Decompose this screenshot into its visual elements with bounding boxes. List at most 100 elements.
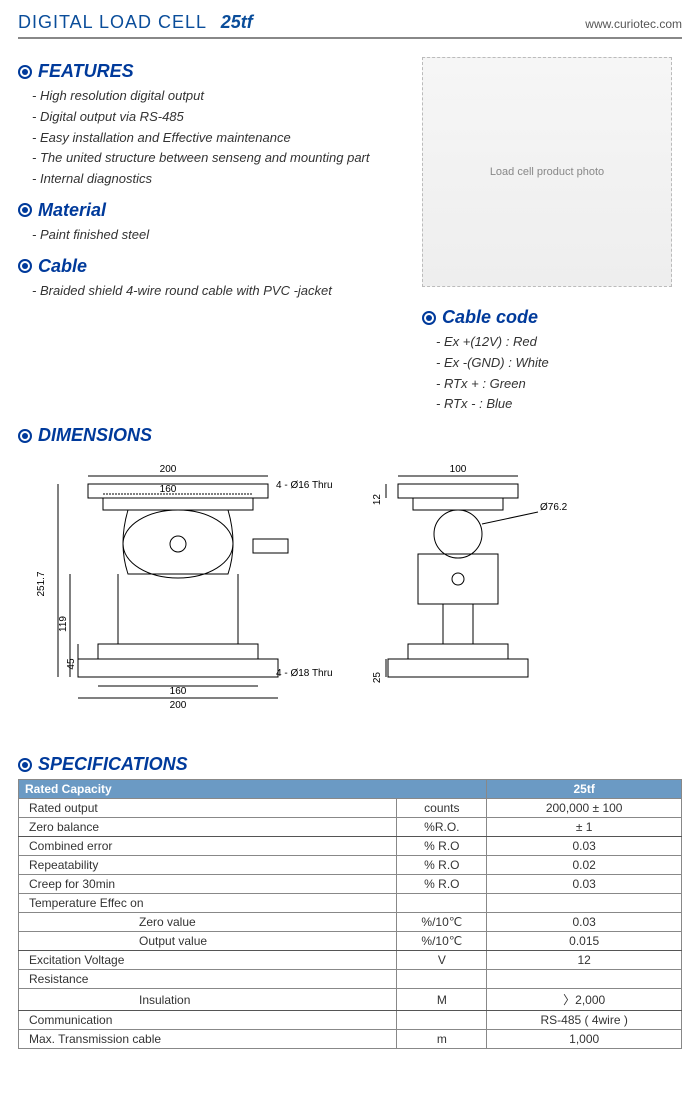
- cable-list: Braided shield 4-wire round cable with P…: [18, 281, 422, 302]
- svg-text:119: 119: [58, 616, 69, 632]
- bullet-icon: [18, 65, 32, 79]
- spec-label: Insulation: [19, 989, 397, 1011]
- spec-row: Zero balance%R.O.± 1: [19, 818, 682, 837]
- svg-text:100: 100: [450, 464, 467, 475]
- spec-label: Creep for 30min: [19, 875, 397, 894]
- spec-row: Repeatability% R.O0.02: [19, 856, 682, 875]
- spec-header-capacity: Rated Capacity: [19, 780, 487, 799]
- features-list: High resolution digital output Digital o…: [18, 86, 422, 190]
- section-heading-dimensions: DIMENSIONS: [18, 425, 682, 446]
- section-heading-cable: Cable: [18, 256, 422, 277]
- svg-text:200: 200: [170, 700, 187, 711]
- material-item: Paint finished steel: [32, 225, 422, 246]
- spec-label: Rated output: [19, 799, 397, 818]
- page-title: DIGITAL LOAD CELL: [18, 12, 207, 32]
- spec-value: ± 1: [487, 818, 682, 837]
- bullet-icon: [422, 311, 436, 325]
- feature-item: Digital output via RS-485: [32, 107, 422, 128]
- spec-value: RS-485 ( 4wire ): [487, 1011, 682, 1030]
- spec-label: Communication: [19, 1011, 397, 1030]
- cable-item: Braided shield 4-wire round cable with P…: [32, 281, 422, 302]
- spec-unit: m: [397, 1030, 487, 1049]
- spec-unit: %/10℃: [397, 913, 487, 932]
- spec-row: Creep for 30min% R.O0.03: [19, 875, 682, 894]
- specifications-table: Rated Capacity 25tf Rated outputcounts20…: [18, 779, 682, 1049]
- section-heading-material: Material: [18, 200, 422, 221]
- spec-unit: M: [397, 989, 487, 1011]
- material-list: Paint finished steel: [18, 225, 422, 246]
- spec-row: Zero value%/10℃0.03: [19, 913, 682, 932]
- spec-unit: [397, 894, 487, 913]
- spec-value: 0.03: [487, 837, 682, 856]
- spec-row: Excitation VoltageV12: [19, 951, 682, 970]
- bullet-icon: [18, 429, 32, 443]
- spec-value: 1,000: [487, 1030, 682, 1049]
- spec-unit: V: [397, 951, 487, 970]
- spec-label: Output value: [19, 932, 397, 951]
- spec-value: 〉2,000: [487, 989, 682, 1011]
- header-divider: [18, 37, 682, 39]
- cable-code-item: Ex -(GND) : White: [436, 353, 682, 374]
- spec-unit: [397, 1011, 487, 1030]
- section-heading-cable-code: Cable code: [422, 307, 682, 328]
- spec-row: Max. Transmission cablem1,000: [19, 1030, 682, 1049]
- feature-item: High resolution digital output: [32, 86, 422, 107]
- spec-value: 12: [487, 951, 682, 970]
- bullet-icon: [18, 203, 32, 217]
- spec-value: 200,000 ± 100: [487, 799, 682, 818]
- spec-label: Resistance: [19, 970, 397, 989]
- spec-value: [487, 970, 682, 989]
- spec-label: Zero value: [19, 913, 397, 932]
- cable-heading-text: Cable: [38, 256, 87, 277]
- cable-code-list: Ex +(12V) : Red Ex -(GND) : White RTx + …: [422, 332, 682, 415]
- material-heading-text: Material: [38, 200, 106, 221]
- svg-text:Ø76.2: Ø76.2: [540, 502, 568, 513]
- dimensions-drawing: 200 160 4 - Ø16 Thru 251.7 119 45 160 20…: [18, 454, 658, 734]
- cable-code-item: RTx + : Green: [436, 374, 682, 395]
- bullet-icon: [18, 259, 32, 273]
- spec-unit: % R.O: [397, 856, 487, 875]
- spec-row: Output value%/10℃0.015: [19, 932, 682, 951]
- svg-text:25: 25: [372, 672, 383, 684]
- product-image-alt: Load cell product photo: [490, 166, 604, 178]
- svg-text:4 - Ø16 Thru: 4 - Ø16 Thru: [276, 480, 333, 491]
- spec-label: Max. Transmission cable: [19, 1030, 397, 1049]
- spec-value: 0.03: [487, 875, 682, 894]
- section-heading-specifications: SPECIFICATIONS: [18, 754, 682, 775]
- spec-row: Resistance: [19, 970, 682, 989]
- feature-item: The united structure between senseng and…: [32, 148, 422, 169]
- spec-label: Temperature Effec on: [19, 894, 397, 913]
- site-url: www.curiotec.com: [585, 17, 682, 31]
- spec-value: 0.03: [487, 913, 682, 932]
- cable-code-heading-text: Cable code: [442, 307, 538, 328]
- svg-text:160: 160: [170, 686, 187, 697]
- spec-label: Excitation Voltage: [19, 951, 397, 970]
- spec-value: [487, 894, 682, 913]
- spec-unit: % R.O: [397, 875, 487, 894]
- dimensions-heading-text: DIMENSIONS: [38, 425, 152, 446]
- spec-unit: %/10℃: [397, 932, 487, 951]
- header-left: DIGITAL LOAD CELL 25tf: [18, 12, 253, 33]
- spec-header-value: 25tf: [487, 780, 682, 799]
- spec-unit: % R.O: [397, 837, 487, 856]
- page-header: DIGITAL LOAD CELL 25tf www.curiotec.com: [18, 12, 682, 37]
- model-label: 25tf: [221, 12, 253, 32]
- svg-text:4 - Ø18 Thru: 4 - Ø18 Thru: [276, 668, 333, 679]
- spec-unit: counts: [397, 799, 487, 818]
- features-heading-text: FEATURES: [38, 61, 134, 82]
- spec-value: 0.015: [487, 932, 682, 951]
- spec-row: Communication RS-485 ( 4wire ): [19, 1011, 682, 1030]
- spec-row: Rated outputcounts200,000 ± 100: [19, 799, 682, 818]
- bullet-icon: [18, 758, 32, 772]
- spec-unit: %R.O.: [397, 818, 487, 837]
- spec-label: Repeatability: [19, 856, 397, 875]
- svg-text:200: 200: [160, 464, 177, 475]
- spec-unit: [397, 970, 487, 989]
- product-image: Load cell product photo: [422, 57, 672, 287]
- spec-row: Combined error% R.O0.03: [19, 837, 682, 856]
- specifications-heading-text: SPECIFICATIONS: [38, 754, 188, 775]
- feature-item: Easy installation and Effective maintena…: [32, 128, 422, 149]
- cable-code-item: RTx - : Blue: [436, 394, 682, 415]
- spec-row: Temperature Effec on: [19, 894, 682, 913]
- spec-row: InsulationM〉2,000: [19, 989, 682, 1011]
